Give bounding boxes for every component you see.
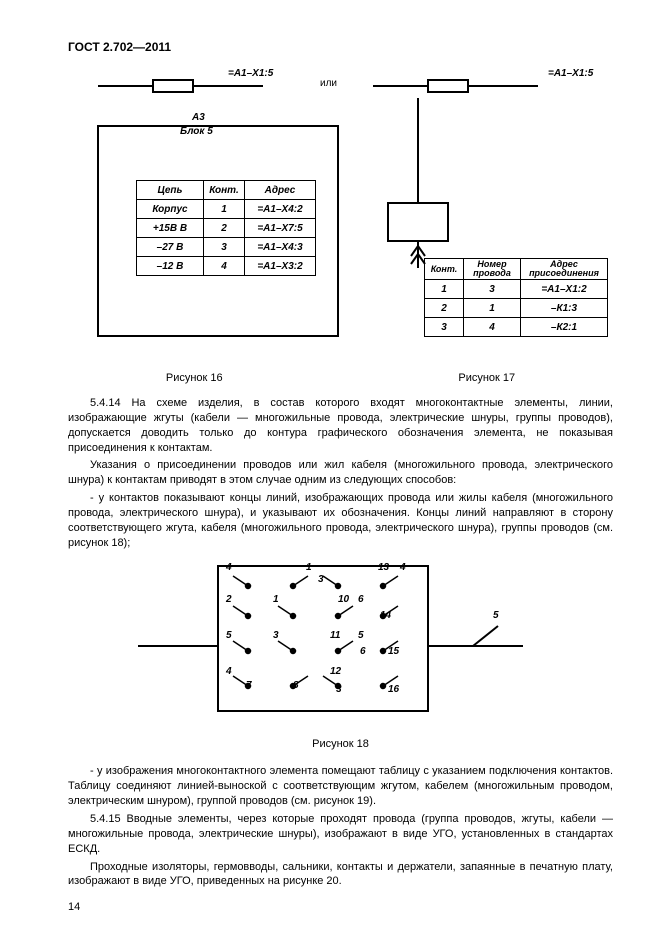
fig17-h0: Конт. <box>425 259 464 280</box>
fig18-caption: Рисунок 18 <box>68 738 613 750</box>
fig17-table: Конт. Номер провода Адрес присоединения … <box>424 258 608 337</box>
figure-18: 4 1 3 13 4 2 1 10 6 14 5 3 11 5 6 15 4 7… <box>68 556 613 736</box>
fig16-table: Цепь Конт. Адрес Корпус1=А1–Х4:2 +15В В2… <box>136 180 316 276</box>
fig17-h2: Адрес присоединения <box>521 259 608 280</box>
page-number: 14 <box>68 901 80 913</box>
or-word: или <box>320 78 337 89</box>
fig17-h1: Номер провода <box>464 259 521 280</box>
fig-captions-row: Рисунок 16 Рисунок 17 <box>68 372 613 384</box>
figures-16-17: =А1–Х1:5 или =А1–Х1:5 А3 Блок 5 Цепь Кон… <box>68 68 613 368</box>
para-2: Указания о присоединении проводов или жи… <box>68 458 613 488</box>
para-3: - у контактов показывают концы линий, из… <box>68 491 613 550</box>
label-a1x15-left: =А1–Х1:5 <box>228 68 273 79</box>
fig16-h1: Конт. <box>204 181 245 200</box>
fig16-h2: Адрес <box>245 181 316 200</box>
block-label-blok5: Блок 5 <box>180 126 213 137</box>
fig16-caption: Рисунок 16 <box>68 372 321 384</box>
para-4: - у изображения многоконтактного элемент… <box>68 764 613 809</box>
label-a1x15-right: =А1–Х1:5 <box>548 68 593 79</box>
fig16-h0: Цепь <box>137 181 204 200</box>
doc-header: ГОСТ 2.702—2011 <box>68 40 613 54</box>
para-5-4-15: 5.4.15 Вводные элементы, через которые п… <box>68 812 613 857</box>
para-6: Проходные изоляторы, гермовводы, сальник… <box>68 860 613 890</box>
para-5-4-14: 5.4.14 На схеме изделия, в состав которо… <box>68 396 613 455</box>
block-label-a3: А3 <box>192 112 205 123</box>
fig17-caption: Рисунок 17 <box>361 372 614 384</box>
